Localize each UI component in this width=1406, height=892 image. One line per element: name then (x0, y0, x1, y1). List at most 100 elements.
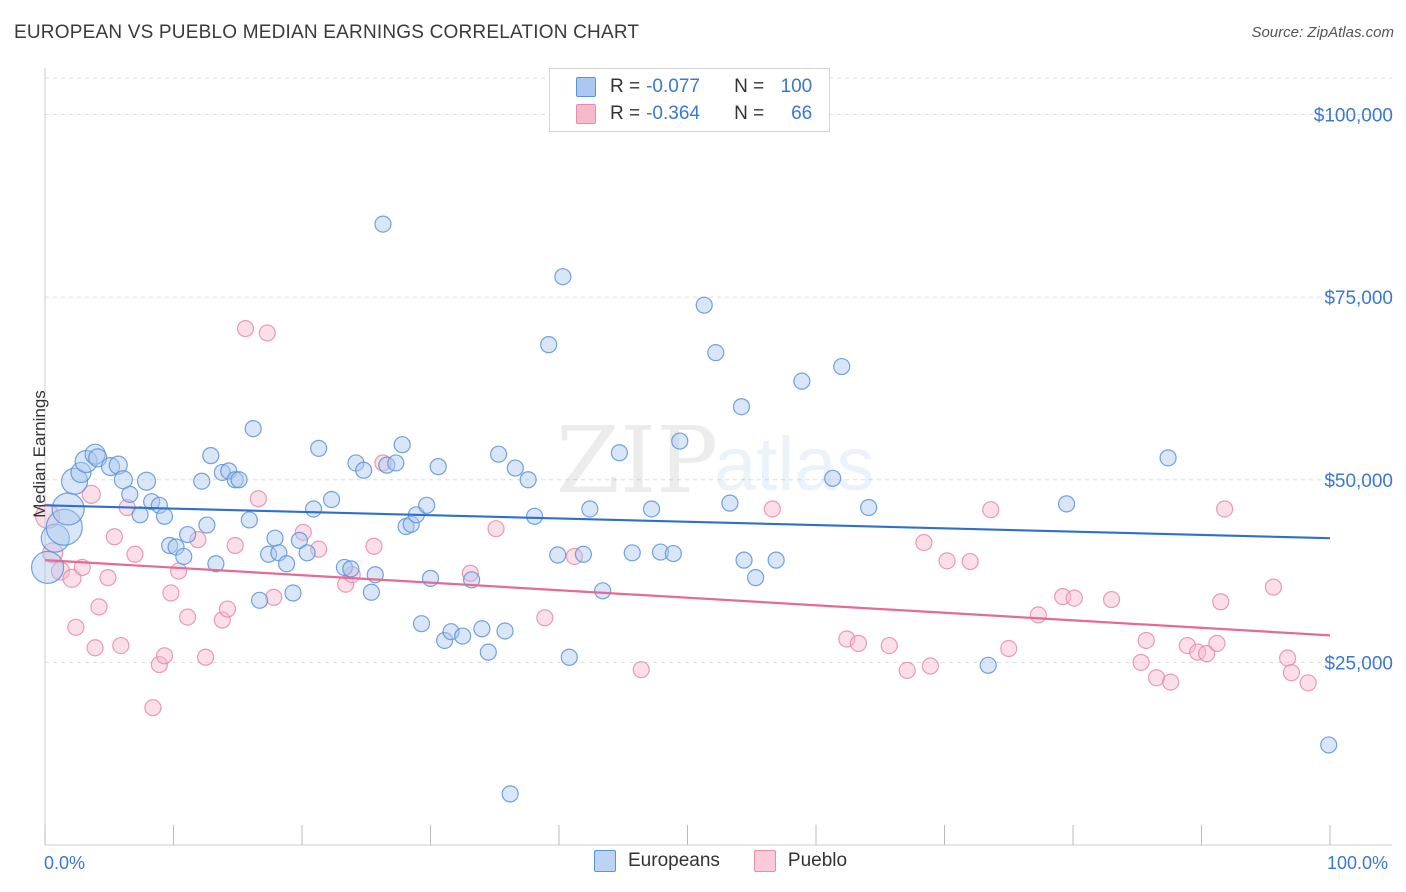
data-point (610, 444, 628, 462)
data-point (1029, 606, 1047, 624)
chart-title: EUROPEAN VS PUEBLO MEDIAN EARNINGS CORRE… (14, 22, 640, 43)
legend-item-pueblo: Pueblo (753, 850, 848, 872)
data-point (162, 584, 180, 602)
correlation-legend: R = -0.077 N = 100 R = -0.364 N = 66 (549, 68, 830, 132)
data-point (454, 627, 472, 645)
data-point (175, 547, 193, 566)
data-point (51, 492, 85, 526)
europeans-points (30, 215, 1338, 803)
data-point (915, 533, 933, 552)
data-point (473, 620, 491, 638)
gridlines (45, 77, 1392, 663)
data-point (335, 558, 354, 577)
data-point (979, 656, 997, 674)
data-point (155, 507, 174, 525)
data-point (938, 552, 956, 570)
n-label: N = (734, 76, 765, 97)
n-value: 66 (791, 103, 813, 124)
data-point (707, 344, 725, 362)
data-point (258, 324, 276, 342)
data-point (213, 463, 231, 482)
data-point (67, 618, 85, 636)
data-point (735, 551, 753, 569)
data-point (581, 500, 599, 518)
data-point (479, 643, 497, 661)
data-point (1159, 449, 1177, 467)
zipatlas-watermark: ZIP atlas (556, 407, 875, 514)
data-point (1178, 636, 1196, 655)
blue-swatch (594, 850, 616, 872)
data-point (436, 631, 454, 650)
data-point (112, 636, 130, 655)
data-point (1208, 634, 1226, 652)
data-point (1000, 639, 1018, 658)
data-point (642, 500, 661, 518)
data-point (487, 520, 505, 538)
data-point (298, 544, 316, 562)
data-point (304, 500, 323, 518)
data-point (1278, 649, 1297, 667)
data-point (266, 529, 284, 547)
legend-row-europeans: R = -0.077 N = 100 (576, 74, 812, 100)
data-point (412, 615, 431, 633)
r-label: R = (610, 103, 641, 124)
data-point (108, 455, 128, 475)
data-point (1198, 645, 1216, 663)
data-point (632, 661, 650, 679)
data-point (202, 447, 220, 465)
data-point (1147, 669, 1166, 687)
data-point (671, 432, 689, 450)
data-point (793, 372, 811, 390)
data-point (277, 555, 296, 573)
data-point (213, 611, 231, 629)
data-point (244, 420, 262, 438)
data-point (549, 546, 567, 564)
data-point (402, 515, 420, 533)
data-point (1299, 674, 1317, 692)
europeans-trend-line (44, 504, 1331, 540)
data-point (34, 503, 61, 529)
data-point (150, 655, 168, 674)
blue-swatch (576, 77, 596, 97)
data-point (461, 564, 479, 582)
data-point (144, 699, 162, 717)
data-point (189, 531, 207, 549)
legend-label-pueblo: Pueblo (787, 850, 848, 871)
data-point (1132, 653, 1150, 671)
legend-label-europeans: Europeans (628, 850, 720, 871)
legend-row-pueblo: R = -0.364 N = 66 (576, 101, 812, 127)
data-point (594, 582, 612, 600)
data-point (982, 501, 1000, 519)
data-point (651, 543, 670, 561)
data-point (265, 588, 283, 606)
data-point (240, 511, 258, 529)
pink-swatch (753, 850, 776, 872)
y-axis-label: Median Earnings (30, 390, 49, 518)
data-point (393, 436, 411, 454)
svg-text:atlas: atlas (714, 422, 875, 507)
data-point (1137, 631, 1155, 650)
data-point (193, 472, 211, 490)
data-point (90, 598, 108, 616)
data-point (365, 537, 383, 555)
data-point (961, 552, 979, 571)
legend-item-europeans: Europeans (594, 850, 720, 872)
data-point (284, 584, 302, 602)
data-point (161, 536, 179, 555)
data-point (236, 319, 255, 338)
data-point (179, 525, 197, 544)
data-point (310, 439, 328, 457)
data-point (501, 785, 519, 803)
data-point (105, 528, 123, 546)
data-point (833, 357, 851, 376)
pink-swatch (576, 104, 596, 124)
data-point (1212, 593, 1230, 611)
data-point (695, 296, 713, 314)
data-point (290, 531, 309, 549)
data-point (374, 215, 392, 233)
r-value: -0.077 (646, 76, 700, 97)
data-point (136, 471, 157, 491)
data-point (249, 490, 267, 508)
data-point (30, 550, 65, 585)
data-point (100, 457, 121, 477)
